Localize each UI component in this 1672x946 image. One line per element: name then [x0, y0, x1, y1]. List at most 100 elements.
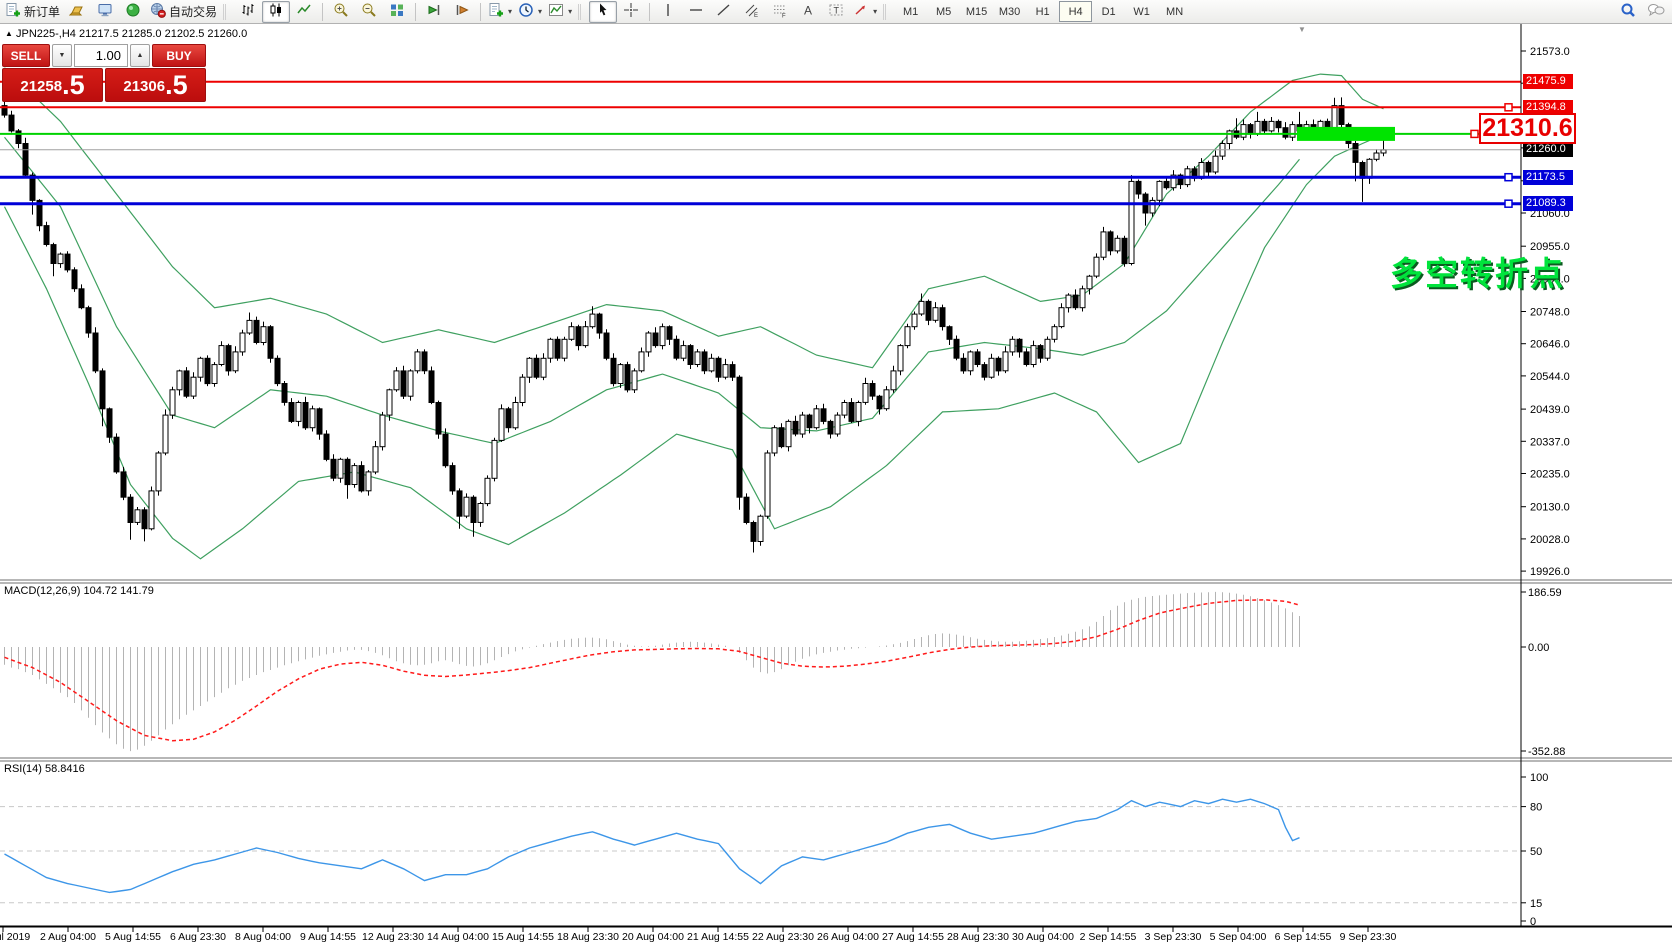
text-button[interactable]: A — [794, 1, 822, 23]
metaeditor-button[interactable] — [91, 1, 119, 23]
svg-text:5 Aug 14:55: 5 Aug 14:55 — [105, 931, 161, 943]
svg-text:A: A — [804, 4, 812, 18]
indicators-icon — [548, 2, 564, 21]
svg-text:80: 80 — [1530, 802, 1542, 814]
price-level-tag[interactable]: 21394.8 — [1523, 99, 1573, 115]
svg-text:8 Aug 04:00: 8 Aug 04:00 — [235, 931, 291, 943]
svg-text:0: 0 — [1530, 916, 1536, 928]
rsi-label: RSI(14) 58.8416 — [4, 763, 85, 775]
price-level-tag[interactable]: 21089.3 — [1523, 196, 1573, 212]
period-button[interactable]: ▾ — [515, 1, 545, 23]
volume-increase-button[interactable]: ▲ — [130, 44, 150, 67]
indicators-button[interactable]: ▾ — [545, 1, 575, 23]
new-order-icon — [5, 2, 21, 21]
tab-m1[interactable]: M1 — [902, 5, 919, 18]
fibonacci-button[interactable]: F — [766, 1, 794, 23]
svg-text:186.59: 186.59 — [1528, 587, 1562, 599]
tab-m15[interactable]: M15 — [965, 5, 988, 18]
buy-button[interactable]: BUY — [152, 44, 206, 67]
channel-icon: E — [744, 2, 760, 21]
tab-h1[interactable]: H1 — [1035, 5, 1050, 18]
candlestick-icon — [268, 2, 284, 21]
chart-shift-button[interactable] — [448, 1, 476, 23]
svg-text:0.00: 0.00 — [1528, 642, 1549, 654]
svg-text:30 Aug 04:00: 30 Aug 04:00 — [1012, 931, 1074, 943]
horizontal-line-button[interactable] — [682, 1, 710, 23]
chevron-down-icon: ▾ — [538, 7, 543, 16]
svg-text:20028.0: 20028.0 — [1530, 534, 1570, 546]
toolbar-separator — [480, 2, 482, 21]
bar-chart-button[interactable] — [234, 1, 262, 23]
chinese-note: 多空转折点 — [1390, 255, 1565, 292]
trendline-icon — [716, 2, 732, 21]
autotrading-button[interactable]: 自动交易 — [147, 1, 220, 23]
vertical-line-button[interactable] — [654, 1, 682, 23]
search-button[interactable] — [1614, 1, 1642, 23]
chart-shift-icon — [454, 2, 470, 21]
tab-w1[interactable]: W1 — [1133, 5, 1150, 18]
svg-text:26 Aug 04:00: 26 Aug 04:00 — [817, 931, 879, 943]
tile-windows-icon — [389, 2, 405, 21]
line-chart-button[interactable] — [290, 1, 318, 23]
price-level-tag[interactable]: 21475.9 — [1523, 74, 1573, 90]
auto-scroll-icon — [426, 2, 442, 21]
svg-text:5 Sep 04:00: 5 Sep 04:00 — [1210, 931, 1267, 943]
trendline-button[interactable] — [710, 1, 738, 23]
channel-button[interactable]: E — [738, 1, 766, 23]
volume-input[interactable] — [74, 44, 128, 67]
tab-m30[interactable]: M30 — [998, 5, 1021, 18]
volume-decrease-button[interactable]: ▼ — [52, 44, 72, 67]
zoom-in-icon — [333, 2, 349, 21]
tab-mn[interactable]: MN — [1166, 5, 1184, 18]
new-order-label: 新订单 — [24, 5, 61, 19]
arrows-button[interactable]: ▾ — [850, 1, 880, 23]
autotrading-icon — [150, 2, 166, 21]
svg-text:12 Aug 23:30: 12 Aug 23:30 — [362, 931, 424, 943]
gold-button[interactable] — [63, 1, 91, 23]
price-callout-box[interactable]: 21310.6 — [1479, 113, 1576, 144]
tab-d1[interactable]: D1 — [1101, 5, 1116, 18]
sell-price-frac: .5 — [62, 70, 85, 100]
toolbar-separator — [322, 2, 324, 21]
panel-toggle-icon[interactable]: ▲ — [5, 29, 13, 38]
template-icon — [488, 2, 504, 21]
price-level-tag[interactable]: 21173.5 — [1523, 169, 1573, 185]
chevron-down-icon: ▾ — [568, 7, 573, 16]
tab-h4[interactable]: H4 — [1059, 1, 1093, 22]
svg-text:20130.0: 20130.0 — [1530, 502, 1570, 514]
candlestick-button[interactable] — [262, 0, 291, 23]
svg-text:3 Sep 23:30: 3 Sep 23:30 — [1145, 931, 1202, 943]
svg-text:100: 100 — [1530, 772, 1548, 784]
signals-button[interactable] — [119, 1, 147, 23]
crosshair-button[interactable] — [617, 1, 645, 23]
templates-button[interactable]: ▾ — [485, 1, 515, 23]
svg-text:9 Aug 14:55: 9 Aug 14:55 — [300, 931, 356, 943]
metaeditor-icon — [97, 2, 113, 21]
chat-button[interactable] — [1642, 1, 1670, 23]
svg-text:20853.0: 20853.0 — [1530, 273, 1570, 285]
buy-price-frac: .5 — [165, 70, 188, 100]
sell-price-main: 21258 — [20, 78, 63, 95]
auto-scroll-button[interactable] — [420, 1, 448, 23]
svg-text:19926.0: 19926.0 — [1530, 566, 1570, 578]
toolbar-grip — [883, 3, 891, 20]
toolbar: 新订单 自动交易 ▾ ▾ ▾ E F A T ▾ — [0, 0, 1672, 24]
chevron-down-icon: ▾ — [508, 7, 513, 16]
price-level-tag[interactable]: 21260.0 — [1523, 142, 1573, 158]
sell-price-button[interactable]: 21258 .5 — [2, 68, 103, 102]
arrows-icon — [853, 2, 869, 21]
zoom-in-button[interactable] — [327, 1, 355, 23]
new-order-button[interactable]: 新订单 — [2, 1, 63, 23]
svg-text:20748.0: 20748.0 — [1530, 307, 1570, 319]
buy-price-button[interactable]: 21306 .5 — [105, 68, 206, 102]
svg-text:20337.0: 20337.0 — [1530, 436, 1570, 448]
zoom-out-button[interactable] — [355, 1, 383, 23]
svg-text:20544.0: 20544.0 — [1530, 371, 1570, 383]
sell-button[interactable]: SELL — [2, 44, 50, 67]
svg-text:15 Aug 14:55: 15 Aug 14:55 — [492, 931, 554, 943]
text-label-button[interactable]: T — [822, 1, 850, 23]
tab-m5[interactable]: M5 — [935, 5, 952, 18]
tile-windows-button[interactable] — [383, 1, 411, 23]
cursor-button[interactable] — [589, 0, 618, 23]
